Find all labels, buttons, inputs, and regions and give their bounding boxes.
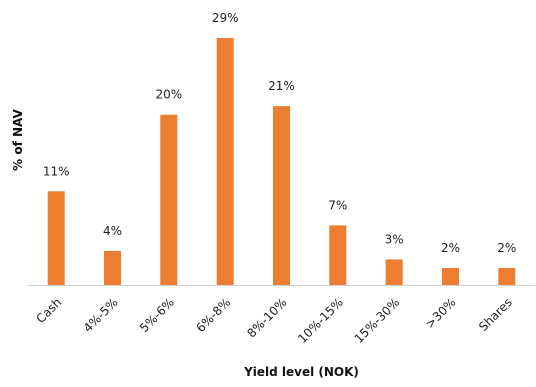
bar-7 [442,268,459,285]
data-label-0: 11% [43,164,70,178]
bar-1 [104,250,121,285]
data-label-7: 2% [441,241,460,255]
bar-3 [216,38,234,285]
data-label-8: 2% [497,241,516,255]
data-label-2: 20% [155,88,182,102]
x-axis-title: Yield level (NOK) [243,365,359,379]
x-tick-label-7: >30% [423,295,459,331]
x-tick-label-4: 8%-10% [244,295,289,340]
x-tick-label-5: 10%-15% [295,295,346,346]
x-tick-labels-group: Cash 4%-5% 5%-6% 6%-8% 8%-10% 10%-15% 15%-30% >… [33,295,514,346]
bars-group [47,38,516,285]
data-labels-group: 11% 4% 20% 29% 21% 7% 3% 2% 2% [43,11,516,255]
data-label-5: 7% [328,198,347,212]
x-tick-label-8: Shares [476,295,515,334]
data-label-6: 3% [385,232,404,246]
x-tick-label-1: 4%-5% [81,295,121,335]
x-tick-label-2: 5%-6% [137,295,177,335]
bar-0 [47,191,65,285]
bar-5 [329,225,347,285]
data-label-3: 29% [212,11,239,25]
data-label-1: 4% [103,224,122,238]
bar-8 [498,268,516,285]
x-tick-label-6: 15%-30% [352,295,403,346]
x-tick-label-3: 6%-8% [193,295,233,335]
bar-2 [160,114,178,285]
bar-6 [385,259,403,285]
x-tick-label-0: Cash [33,295,64,326]
bar-4 [273,106,290,285]
data-label-4: 21% [268,79,295,93]
y-axis-title: % of NAV [11,108,25,170]
